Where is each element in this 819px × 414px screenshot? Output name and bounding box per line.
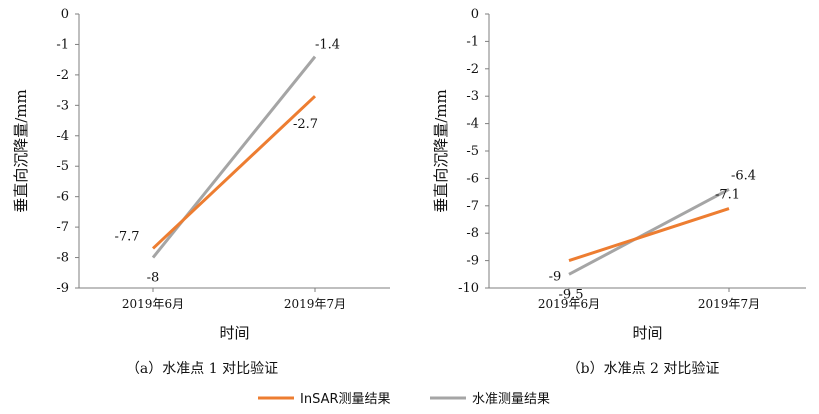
y-tick-label: -5 [466,144,479,159]
y-tick-label: 0 [61,7,69,22]
data-label: -9.5 [558,287,583,302]
y-tick-label: -4 [56,129,69,144]
x-axis-label: 时间 [219,324,249,342]
y-tick-label: -8 [466,226,479,241]
y-tick-label: -4 [466,117,479,132]
series-line-0 [568,207,730,263]
y-tick-label: -7 [56,220,69,235]
y-tick-label: -2 [56,68,69,83]
legend-label: 水准测量结果 [472,392,550,407]
data-label: -6.4 [731,168,756,183]
data-label: -7.1 [715,188,740,203]
chart-caption: （a）水准点 1 对比验证 [126,361,278,377]
y-tick-label: -6 [466,171,479,186]
legend-label: InSAR测量结果 [300,392,391,407]
data-label: -8 [147,271,160,286]
y-tick-label: -3 [56,98,69,113]
legend: InSAR测量结果 水准测量结果 [258,392,550,407]
x-tick-label: 2019年6月 [538,297,600,311]
y-tick-label: -9 [56,281,69,296]
chart-a: 0 -1 -2 -3 -4 -5 -6 -7 -8 -9 2019年6月 2019年7月 -7.7 -2.… [12,7,390,377]
x-tick-label: 2019年7月 [698,297,760,311]
data-label: -2.7 [293,117,318,132]
y-tick-label: -7 [466,199,479,214]
y-tick-label: -8 [56,251,69,266]
y-tick-label: 0 [471,7,479,22]
y-tick-label: -3 [466,89,479,104]
y-tick-label: -1 [56,37,69,52]
data-label: -1.4 [315,38,340,53]
y-tick-label: -10 [458,281,479,296]
chart-caption: （b）水准点 2 对比验证 [567,361,720,377]
series-line-1 [568,188,730,276]
y-tick-label: -2 [466,62,479,77]
y-axis-label: 垂直向沉降量/mm [12,89,30,213]
y-tick-label: -9 [466,254,479,269]
y-tick-label: -6 [56,190,69,205]
y-tick-label: -5 [56,159,69,174]
data-label: -7.7 [114,229,139,244]
x-tick-label: 2019年7月 [284,297,346,311]
x-tick-label: 2019年6月 [122,297,184,311]
chart-b: 0 -1 -2 -3 -4 -5 -6 -7 -8 -9 -10 2019年6月 2019年7月 -9 -7… [432,7,806,377]
y-tick-label: -1 [466,34,479,49]
data-label: -9 [549,270,562,285]
series-line-0 [151,95,317,250]
x-axis-label: 时间 [632,324,662,342]
y-axis-label: 垂直向沉降量/mm [432,89,450,213]
